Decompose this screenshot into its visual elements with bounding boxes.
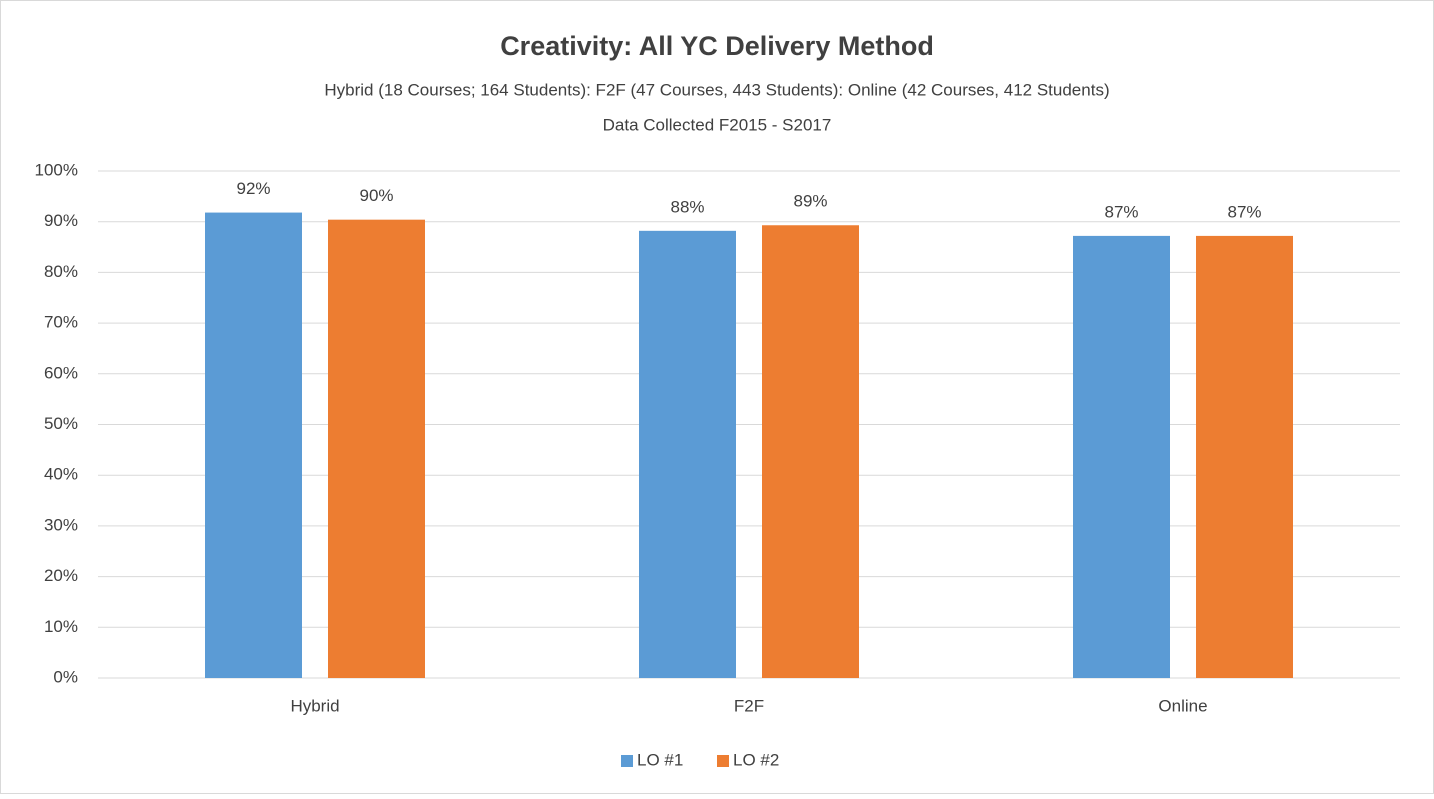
y-tick-label: 50%: [44, 414, 78, 433]
y-tick-label: 0%: [53, 667, 78, 686]
data-label: 87%: [1227, 202, 1261, 221]
bar: [1196, 235, 1293, 678]
chart-note: Data Collected F2015 - S2017: [603, 115, 832, 134]
data-label: 90%: [359, 186, 393, 205]
y-tick-label: 90%: [44, 211, 78, 230]
bar: [205, 212, 302, 678]
x-tick-label: Hybrid: [290, 696, 339, 715]
legend-label: LO #2: [733, 750, 779, 769]
y-tick-label: 20%: [44, 566, 78, 585]
chart-title: Creativity: All YC Delivery Method: [500, 31, 934, 61]
data-label: 87%: [1104, 202, 1138, 221]
bar: [1073, 235, 1170, 678]
y-tick-label: 100%: [35, 160, 78, 179]
bar: [639, 230, 736, 679]
y-tick-label: 80%: [44, 262, 78, 281]
chart-subtitle: Hybrid (18 Courses; 164 Students): F2F (…: [324, 80, 1109, 99]
data-label: 89%: [793, 192, 827, 211]
data-label: 92%: [236, 179, 270, 198]
legend-label: LO #1: [637, 750, 683, 769]
legend-swatch: [621, 755, 633, 767]
bar: [328, 219, 425, 678]
y-tick-label: 40%: [44, 465, 78, 484]
bar: [762, 225, 859, 678]
x-tick-label: Online: [1158, 696, 1207, 715]
y-tick-label: 30%: [44, 515, 78, 534]
y-tick-label: 70%: [44, 313, 78, 332]
x-tick-label: F2F: [734, 696, 764, 715]
data-label: 88%: [670, 197, 704, 216]
legend-swatch: [717, 755, 729, 767]
y-tick-label: 60%: [44, 363, 78, 382]
y-tick-label: 10%: [44, 617, 78, 636]
